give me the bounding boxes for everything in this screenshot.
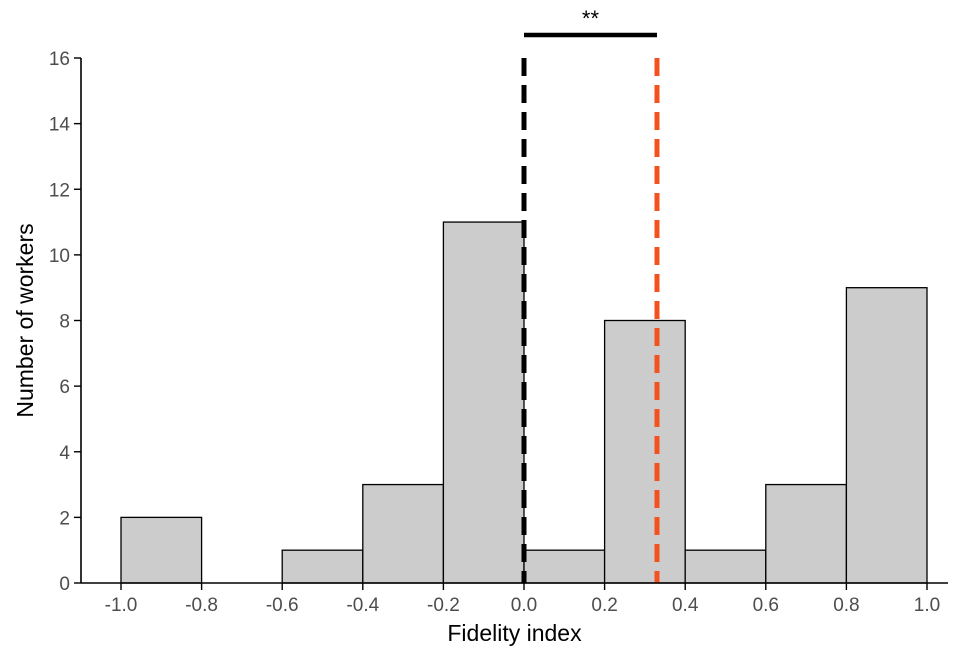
x-ticks-group: -1.0 -0.8 -0.6 -0.4 -0.2 0.0 0.2 0.4 0.6 0.8 1.0 — [105, 583, 940, 616]
histogram-bar — [603, 319, 686, 584]
y-tick-label: 2 — [59, 508, 70, 529]
y-tick-label: 4 — [59, 443, 70, 464]
y-tick-label: 14 — [49, 115, 71, 136]
x-axis-title: Fidelity index — [447, 620, 582, 646]
y-ticks-group: 0 2 4 6 8 10 12 14 16 — [49, 49, 81, 595]
y-tick-label: 12 — [49, 180, 70, 201]
x-tick-label: 1.0 — [914, 595, 940, 616]
y-tick-label: 10 — [49, 246, 70, 267]
y-tick-label: 16 — [49, 49, 70, 70]
x-tick-label: -0.2 — [427, 595, 460, 616]
x-tick-label: 0.8 — [833, 595, 859, 616]
x-tick-label: -0.8 — [185, 595, 218, 616]
x-tick-label: 0.2 — [591, 595, 617, 616]
x-tick-label: 0.6 — [753, 595, 779, 616]
bars-group — [120, 221, 928, 584]
histogram-bar — [523, 549, 606, 584]
y-tick-label: 0 — [59, 574, 70, 595]
x-tick-label: 0.4 — [672, 595, 699, 616]
x-tick-label: -0.4 — [346, 595, 379, 616]
histogram-bar — [765, 483, 848, 584]
y-axis-title: Number of workers — [12, 223, 38, 417]
histogram-bar — [120, 516, 203, 584]
x-tick-label: 0.0 — [511, 595, 537, 616]
histogram-bar — [684, 549, 767, 584]
significance-label: ** — [582, 6, 600, 31]
histogram-bar — [281, 549, 364, 584]
histogram-bar — [442, 221, 525, 584]
reference-lines-group — [521, 58, 660, 583]
x-tick-label: -0.6 — [266, 595, 299, 616]
y-tick-label: 8 — [59, 312, 70, 333]
histogram-bar — [845, 287, 928, 584]
x-tick-label: -1.0 — [105, 595, 138, 616]
histogram-bar — [362, 483, 445, 584]
significance-group: ** — [524, 6, 657, 38]
y-tick-label: 6 — [59, 377, 70, 398]
